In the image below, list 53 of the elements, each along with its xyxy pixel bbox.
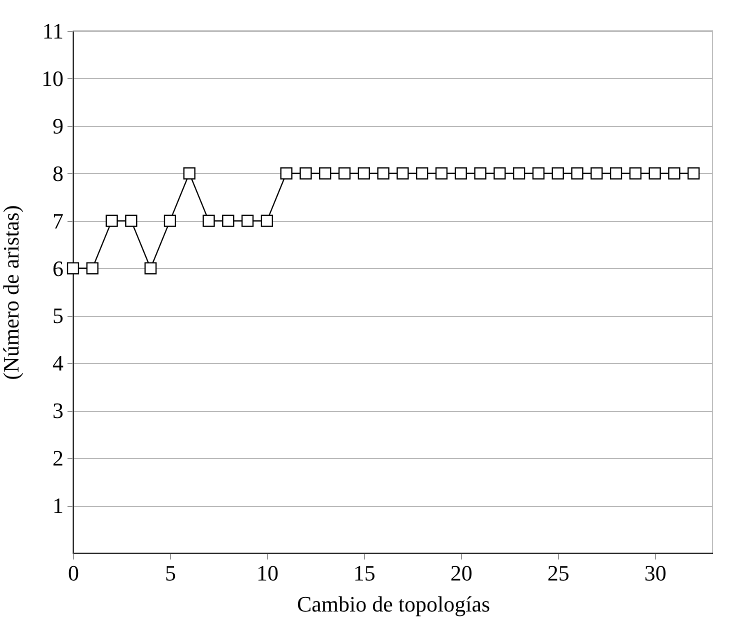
point [416, 167, 428, 180]
point [106, 214, 118, 227]
point [474, 167, 486, 180]
point [125, 214, 138, 227]
point [202, 214, 215, 227]
point [144, 262, 157, 274]
point [377, 167, 390, 180]
point [164, 214, 176, 227]
x-tick-label: 30 [644, 560, 666, 586]
point [668, 167, 680, 180]
point [629, 167, 642, 180]
point [338, 167, 351, 180]
y-tick-label: 8 [52, 160, 64, 186]
point [358, 167, 370, 180]
point [241, 214, 254, 227]
point [648, 167, 661, 180]
y-tick-label: 4 [52, 350, 64, 376]
x-tick-label: 10 [256, 560, 278, 586]
y-tick-label: 3 [52, 398, 64, 424]
y-tick-label: 5 [52, 303, 64, 328]
point [66, 262, 80, 274]
x-tick-label: 25 [547, 560, 570, 586]
x-tick-label: 0 [68, 560, 79, 586]
x-tick-label: 5 [164, 560, 176, 586]
point [688, 167, 700, 180]
point [435, 167, 448, 180]
point [610, 167, 622, 180]
point [396, 167, 409, 180]
point [454, 167, 467, 180]
y-tick-label: 1 [52, 493, 64, 518]
point [183, 167, 196, 180]
point [86, 262, 98, 274]
y-tick-label: 2 [52, 446, 64, 471]
y-axis-title: (Número de aristas) [0, 205, 24, 380]
y-tick-label: 6 [52, 256, 64, 281]
y-tick-label: 7 [52, 208, 64, 234]
y-tick-label: 10 [42, 66, 64, 91]
point [512, 167, 526, 180]
y-tick-label: 11 [42, 18, 64, 44]
point [552, 167, 564, 180]
point [319, 167, 332, 180]
point [532, 167, 545, 180]
point [300, 167, 312, 180]
x-tick-label: 20 [450, 560, 472, 586]
x-tick-label: 15 [353, 560, 376, 586]
point [280, 167, 292, 180]
y-tick-label: 9 [52, 113, 64, 138]
point [494, 167, 506, 180]
point [260, 214, 274, 227]
point [222, 214, 234, 227]
x-axis-title: Cambio de topologías [296, 592, 490, 616]
point [571, 167, 584, 180]
point [590, 167, 603, 180]
